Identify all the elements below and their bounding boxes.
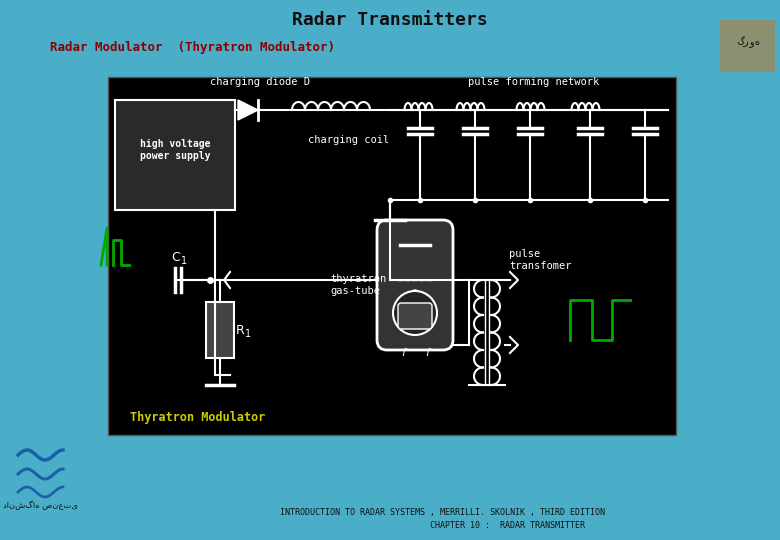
Text: f: f [401, 348, 405, 358]
FancyBboxPatch shape [398, 303, 432, 329]
Text: pulse forming network: pulse forming network [468, 77, 599, 87]
Text: high voltage
power supply: high voltage power supply [140, 139, 211, 161]
Text: 1: 1 [245, 329, 251, 339]
Text: Radar Transmitters: Radar Transmitters [292, 11, 488, 29]
Text: pulse
transfomer: pulse transfomer [509, 249, 572, 271]
Bar [115, 100, 235, 210]
Text: Radar Modulator  (Thyratron Modulator): Radar Modulator (Thyratron Modulator) [50, 40, 335, 53]
Circle shape [410, 290, 420, 300]
Bar [206, 302, 234, 358]
Circle shape [393, 291, 437, 335]
Text: R: R [236, 323, 245, 336]
Text: CHAPTER 10 :  RADAR TRANSMITTER: CHAPTER 10 : RADAR TRANSMITTER [430, 522, 585, 530]
Bar [720, 20, 775, 72]
Text: f: f [425, 348, 429, 358]
Text: 1: 1 [181, 256, 187, 266]
Text: C: C [171, 251, 179, 264]
Text: charging coil: charging coil [308, 135, 389, 145]
Text: thyratron
gas-tube: thyratron gas-tube [330, 274, 386, 296]
Text: INTRODUCTION TO RADAR SYSTEMS , MERRILLI. SKOLNIK , THIRD EDITION: INTRODUCTION TO RADAR SYSTEMS , MERRILLI… [280, 508, 605, 516]
Text: Thyratron Modulator: Thyratron Modulator [130, 411, 265, 424]
Text: charging diode D: charging diode D [210, 77, 310, 87]
FancyBboxPatch shape [377, 220, 453, 350]
Text: گروه: گروه [738, 36, 762, 48]
Text: دانشگاه صنعتی: دانشگاه صنعتی [2, 500, 77, 510]
Polygon shape [238, 100, 258, 120]
Bar [108, 77, 676, 435]
